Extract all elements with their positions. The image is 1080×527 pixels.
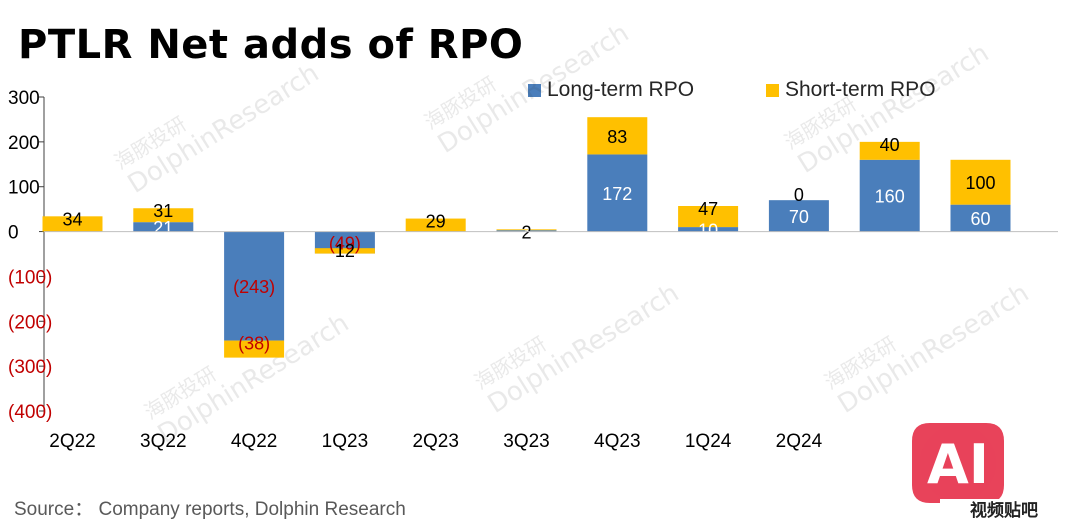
- data-label-long-term: 70: [789, 207, 809, 227]
- y-tick-label: 100: [8, 178, 40, 199]
- legend-swatch-short-term: [766, 83, 779, 97]
- ai-logo-subtext: 视频贴吧: [970, 500, 1038, 520]
- bar-short-term: [405, 218, 466, 232]
- legend-item-short-term: Short-term RPO: [766, 78, 936, 102]
- y-tick-label: 300: [8, 88, 40, 109]
- x-tick-label: 1Q23: [322, 431, 368, 452]
- y-tick-label: (200): [8, 312, 52, 333]
- data-label-long-term: 60: [970, 209, 990, 229]
- ai-logo-text: AI: [927, 433, 989, 496]
- data-label-short-term: 40: [880, 135, 900, 155]
- legend-label-short-term: Short-term RPO: [785, 78, 936, 101]
- bar-long-term: [859, 159, 920, 232]
- bar-short-term: [496, 229, 557, 231]
- data-label-short-term: 34: [62, 209, 82, 229]
- data-label-short-term: 29: [426, 212, 446, 232]
- y-tick-label: (100): [8, 267, 52, 288]
- legend-label-long-term: Long-term RPO: [547, 78, 695, 101]
- bar-short-term: [314, 248, 375, 254]
- data-label-long-term: (243): [233, 277, 275, 297]
- data-label-short-term: 100: [965, 173, 995, 193]
- bar-long-term: [224, 231, 285, 341]
- x-tick-label: 2Q22: [49, 431, 95, 452]
- bar-short-term: [42, 216, 103, 232]
- data-label-long-term: 160: [875, 187, 905, 207]
- y-tick-label: (300): [8, 357, 52, 378]
- data-label-short-term: (38): [238, 334, 270, 354]
- data-label-long-term: 172: [602, 184, 632, 204]
- bar-long-term: [768, 200, 829, 232]
- y-tick-label: 200: [8, 133, 40, 154]
- bar-short-term: [859, 141, 920, 160]
- data-label-short-term: 0: [794, 185, 804, 205]
- x-tick-label: 2Q24: [776, 431, 823, 452]
- x-tick-label: 2Q23: [412, 431, 458, 452]
- chart-title: PTLR Net adds of RPO: [18, 22, 524, 68]
- bar-long-term: [587, 154, 648, 232]
- bar-short-term: [678, 206, 739, 228]
- legend-swatch-long-term: [528, 83, 541, 97]
- bar-short-term: [133, 208, 194, 223]
- data-label-long-term: (49): [329, 234, 361, 254]
- x-tick-label: 3Q23: [503, 431, 549, 452]
- data-label-long-term: 10: [698, 220, 718, 240]
- data-label-short-term: 47: [698, 199, 718, 219]
- bar-short-term: [950, 159, 1011, 205]
- y-tick-label: (400): [8, 402, 52, 423]
- bar-long-term: [678, 227, 739, 232]
- bar-short-term: [224, 340, 285, 358]
- bar-short-term: [587, 117, 648, 155]
- legend-item-long-term: Long-term RPO: [528, 78, 694, 102]
- data-label-short-term: 83: [607, 127, 627, 147]
- x-tick-label: 1Q24: [685, 431, 732, 452]
- data-label-long-term: 21: [153, 218, 173, 238]
- x-tick-label: 3Q22: [140, 431, 186, 452]
- data-label-short-term: 12: [335, 241, 355, 261]
- ai-video-logo: AI 视频贴吧: [912, 423, 1068, 520]
- source-note: Source： Company reports, Dolphin Researc…: [14, 499, 406, 520]
- x-tick-label: 4Q23: [594, 431, 640, 452]
- bar-long-term: [133, 222, 194, 232]
- bar-long-term: [314, 231, 375, 254]
- bar-long-term: [950, 204, 1011, 232]
- y-tick-label: 0: [8, 223, 19, 244]
- bar-long-term: [496, 230, 557, 232]
- data-label-short-term: 31: [153, 201, 173, 221]
- data-label-short-term: 2: [521, 222, 531, 242]
- x-tick-label: 4Q22: [231, 431, 277, 452]
